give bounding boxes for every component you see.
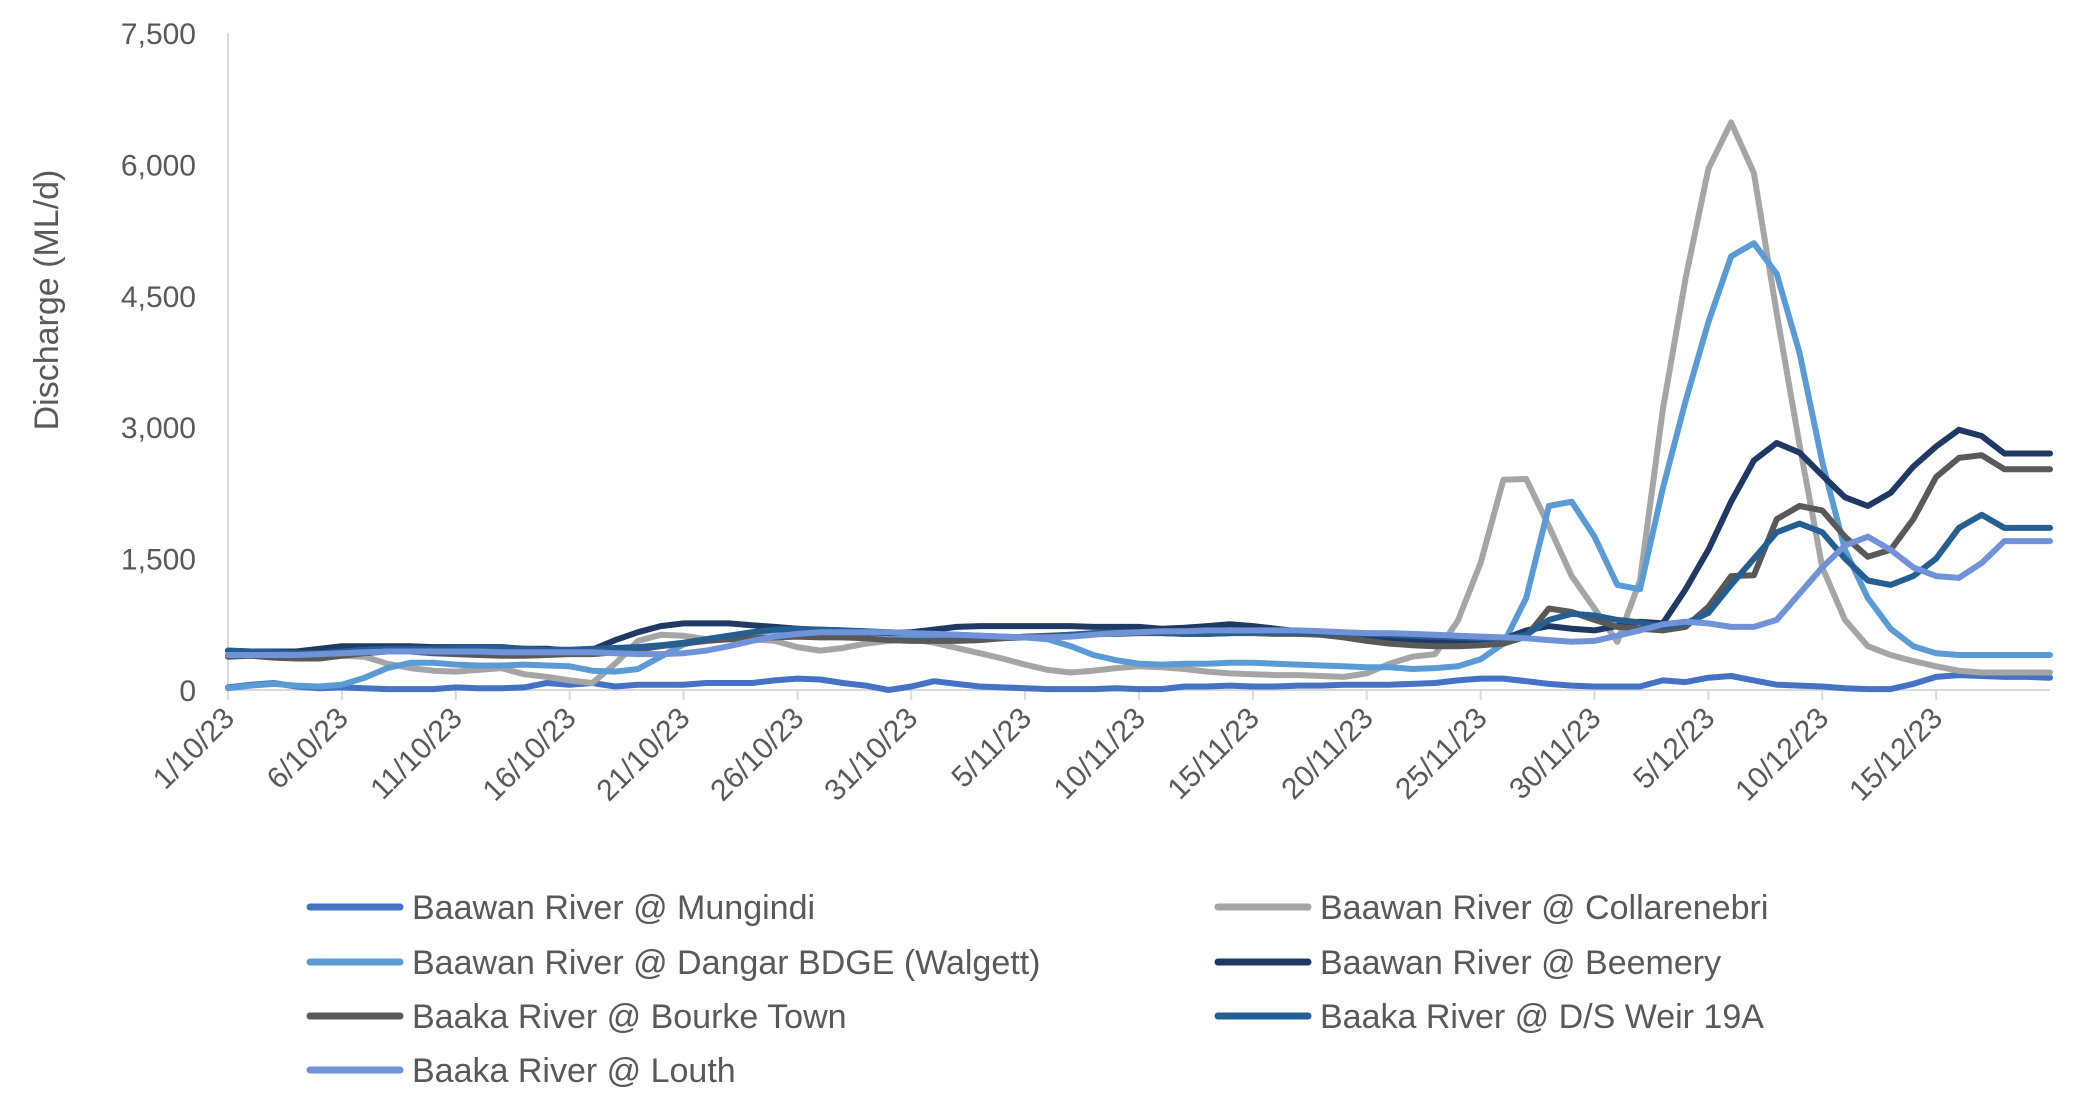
x-tick-label: 1/10/23 [147,702,241,796]
x-tick-label: 6/10/23 [261,702,355,796]
y-tick-label: 6,000 [121,149,196,182]
series-line-2 [225,119,2053,686]
legend-item: Baawan River @ Dangar BDGE (Walgett) [306,944,1040,982]
y-axis-title: Discharge (ML/d) [28,170,66,431]
legend-item: Baaka River @ Louth [306,1052,736,1090]
x-tick-label: 26/10/23 [704,702,810,808]
series-line-1 [225,672,2053,693]
legend-item: Baaka River @ D/S Weir 19A [1214,998,1764,1036]
x-tick-label: 10/11/23 [1048,702,1152,806]
legend-label: Baaka River @ Louth [412,1052,736,1090]
x-tick-label: 16/10/23 [477,702,583,808]
x-tick-label: 30/11/23 [1503,702,1607,806]
legend-item: Baaka River @ Bourke Town [306,998,847,1036]
series-line-7 [225,533,2053,658]
y-tick-label: 7,500 [121,18,196,51]
y-axis: 0 1,500 3,000 4,500 6,000 7,500 [121,18,229,708]
x-tick-label: 15/11/23 [1161,702,1265,806]
legend-label: Baawan River @ Mungindi [412,889,815,927]
x-tick-label: 5/12/23 [1627,702,1721,796]
legend-label: Baawan River @ Dangar BDGE (Walgett) [412,944,1040,982]
x-tick-label: 10/12/23 [1729,702,1835,808]
legend-item: Baawan River @ Beemery [1214,944,1721,982]
x-tick-label: 5/11/23 [946,702,1039,795]
series-line-3 [225,240,2053,692]
series-lines [225,119,2053,693]
y-tick-label: 3,000 [121,412,196,445]
x-axis: 1/10/23 6/10/23 11/10/23 16/10/23 21/10/23 26… [147,689,2050,808]
y-tick-label: 1,500 [121,544,196,577]
legend-label: Baaka River @ D/S Weir 19A [1320,998,1764,1036]
legend-label: Baaka River @ Bourke Town [412,998,847,1036]
x-tick-label: 31/10/23 [818,702,924,808]
x-tick-label: 20/11/23 [1275,702,1379,806]
legend-label: Baawan River @ Collarenebri [1320,889,1768,927]
y-tick-label: 0 [179,675,196,708]
legend: Baawan River @ Mungindi Baawan River @ Co… [306,889,1768,1090]
x-tick-label: 11/10/23 [364,702,468,806]
x-tick-label: 15/12/23 [1843,702,1949,808]
legend-label: Baawan River @ Beemery [1320,944,1721,982]
x-tick-label: 25/11/23 [1389,702,1493,806]
legend-item: Baawan River @ Mungindi [306,889,815,927]
legend-item: Baawan River @ Collarenebri [1214,889,1768,927]
y-tick-label: 4,500 [121,281,196,314]
x-tick-label: 21/10/23 [591,702,697,808]
